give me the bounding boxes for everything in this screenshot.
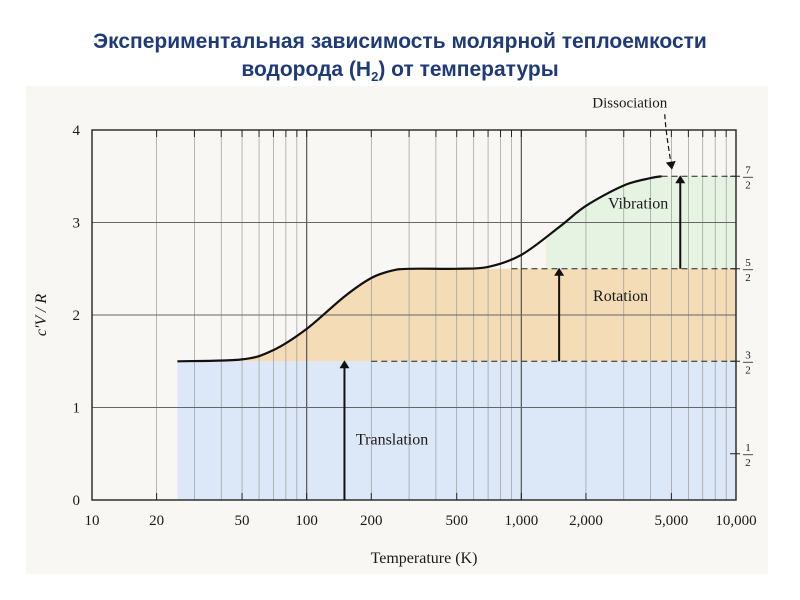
x-tick-label: 1,000	[504, 513, 538, 529]
x-axis-label: Temperature (K)	[371, 550, 478, 567]
region-label-vibration: Vibration	[608, 196, 668, 213]
x-tick-label: 10,000	[715, 513, 756, 529]
right-tick-denominator: 2	[745, 364, 751, 376]
right-tick-denominator: 2	[745, 457, 751, 469]
annotation-dissociation: Dissociation	[592, 95, 667, 111]
y-tick-label: 3	[73, 216, 81, 232]
annotation-arrow	[664, 114, 676, 170]
heading-subscript: 2	[371, 69, 379, 85]
right-tick-numerator: 1	[745, 442, 751, 454]
right-tick-numerator: 3	[745, 349, 751, 361]
right-tick-denominator: 2	[745, 179, 751, 191]
y-tick-label: 1	[73, 401, 81, 417]
plot-frame	[91, 129, 737, 501]
heading-line-2: водорода (H2) от температуры	[0, 56, 800, 91]
heading-line-2-pre: водорода (H	[241, 58, 372, 81]
region-label-translation: Translation	[356, 432, 428, 449]
x-tick-label: 50	[235, 513, 250, 529]
right-tick-denominator: 2	[745, 272, 751, 284]
x-tick-label: 500	[445, 513, 468, 529]
text-layer: Translation Rotation Vibration Dissociation…	[33, 95, 757, 567]
annotation-layer	[339, 114, 736, 500]
y-tick-label: 4	[73, 123, 81, 139]
y-axis-label: c′V / R	[33, 294, 50, 337]
region-label-rotation: Rotation	[593, 288, 648, 305]
x-tick-label: 2,000	[569, 513, 603, 529]
curve-layer	[177, 175, 662, 363]
page-heading: Экспериментальная зависимость молярной т…	[0, 28, 800, 91]
heat-capacity-curve	[177, 175, 662, 363]
plot-frame-layer	[91, 129, 740, 501]
heading-line-1: Экспериментальная зависимость молярной т…	[93, 30, 707, 53]
right-tick-numerator: 7	[745, 164, 751, 176]
y-tick-label: 0	[73, 493, 81, 509]
x-tick-label: 100	[295, 513, 318, 529]
x-tick-label: 10	[85, 513, 100, 529]
heading-line-2-post: ) от температуры	[378, 58, 559, 81]
x-tick-label: 5,000	[655, 513, 689, 529]
x-tick-label: 20	[149, 513, 164, 529]
grid-layer	[92, 130, 736, 500]
y-tick-label: 2	[73, 308, 81, 324]
x-tick-label: 200	[360, 513, 383, 529]
right-tick-numerator: 5	[745, 257, 751, 269]
